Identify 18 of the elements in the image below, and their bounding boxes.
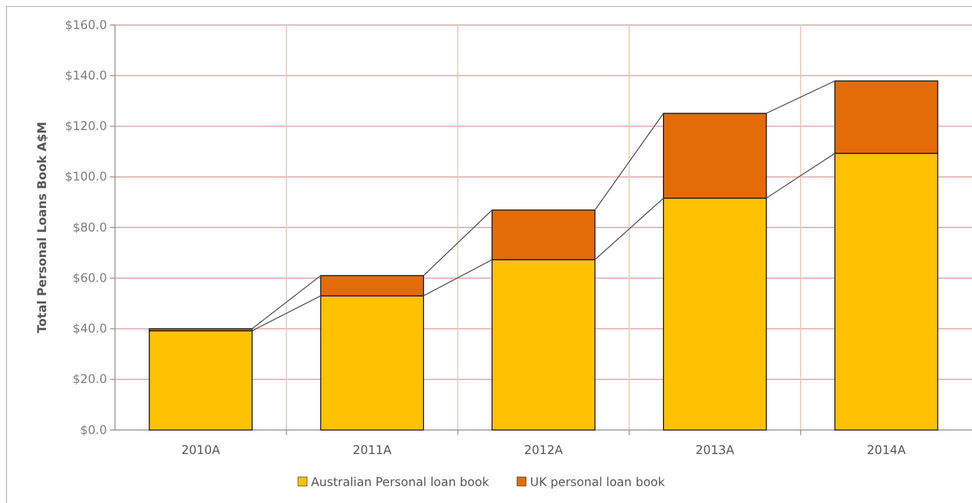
y-axis-title: Total Personal Loans Book A$M (35, 122, 49, 334)
y-tick-label: $140.0 (65, 68, 107, 82)
y-tick-label: $20.0 (72, 372, 107, 386)
x-tick-label: 2013A (696, 443, 736, 457)
x-tick-label: 2014A (866, 443, 906, 457)
y-tick-label: $0.0 (80, 422, 107, 437)
x-tick-label: 2011A (352, 443, 392, 457)
y-tick-label: $100.0 (65, 170, 107, 184)
legend-label: UK personal loan book (530, 475, 665, 489)
y-tick-label: $120.0 (65, 119, 107, 134)
x-tick-label: 2012A (524, 443, 564, 457)
x-tick-label: 2010A (181, 443, 221, 457)
y-tick-label: $80.0 (72, 220, 107, 234)
y-tick-label: $60.0 (72, 270, 107, 285)
y-tick-label: $40.0 (72, 322, 107, 336)
bar (148, 330, 253, 430)
y-tick-label: $160.0 (65, 18, 107, 32)
legend-label: Australian Personal loan book (311, 475, 490, 489)
